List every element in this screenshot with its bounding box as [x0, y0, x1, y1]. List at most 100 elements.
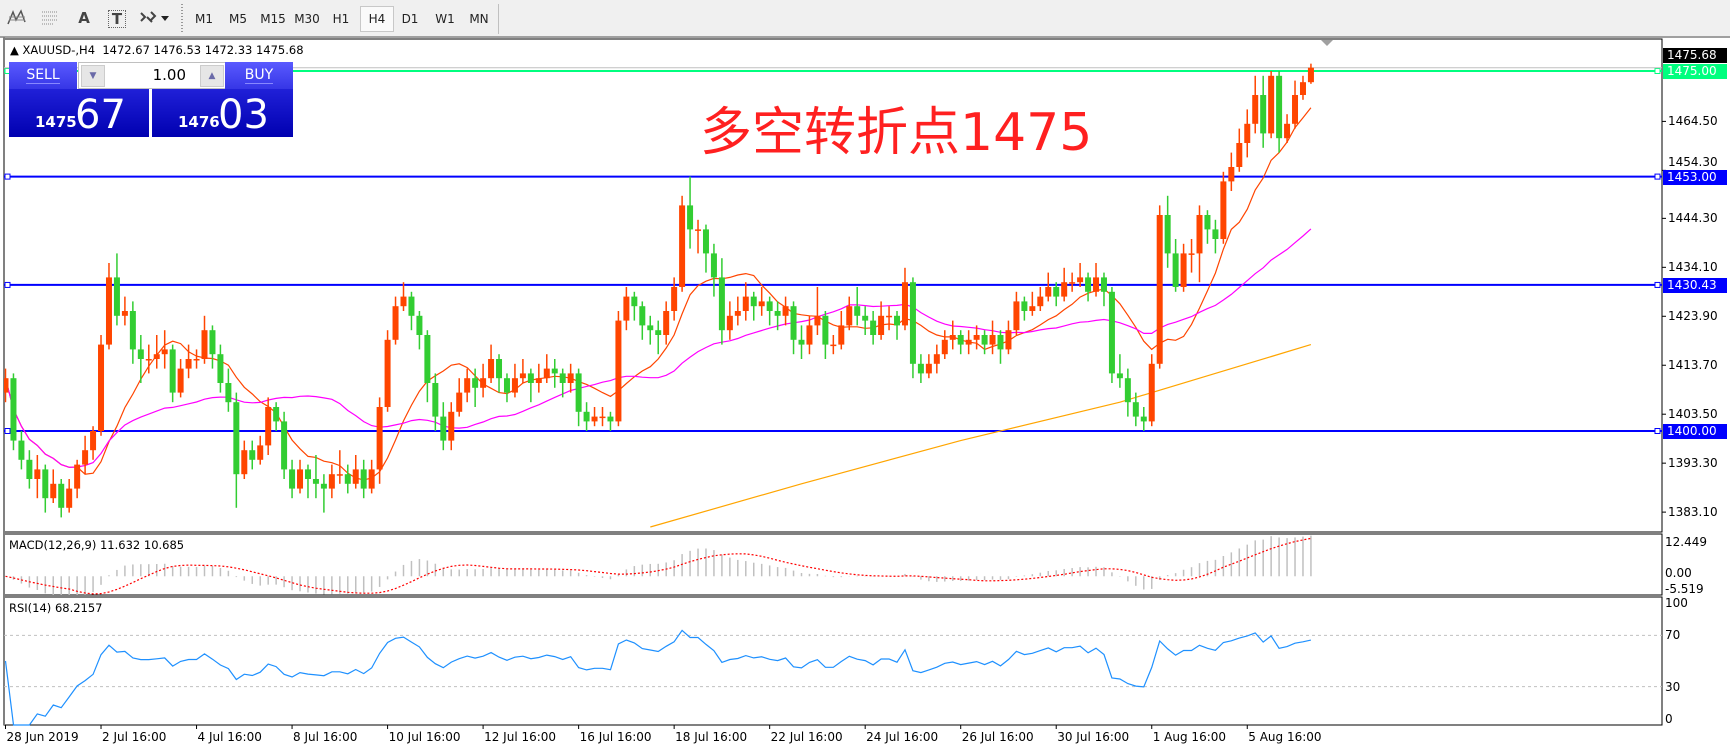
candle — [1108, 287, 1115, 383]
candle — [26, 450, 33, 489]
sell-button[interactable]: SELL — [9, 62, 77, 89]
timeframe-m1[interactable]: M1 — [195, 12, 213, 26]
candle — [1276, 71, 1283, 153]
candle-body — [1188, 253, 1195, 255]
candle-body — [567, 373, 574, 383]
timeframe-w1[interactable]: W1 — [435, 12, 455, 26]
candle — [671, 277, 678, 321]
rsi-axis-label: 0 — [1665, 712, 1673, 726]
candle — [304, 464, 311, 499]
candle — [113, 253, 120, 326]
candle — [432, 373, 439, 431]
candle — [74, 459, 81, 499]
candle-body — [734, 311, 741, 316]
time-axis-label: 16 Jul 16:00 — [579, 730, 652, 744]
candle — [1220, 171, 1227, 244]
sell-price-box[interactable]: 1475 67 — [9, 89, 149, 137]
candle — [1053, 282, 1060, 307]
candle-body — [360, 469, 367, 489]
time-axis-label: 8 Jul 16:00 — [293, 730, 358, 744]
candle-body — [886, 315, 893, 318]
timeframe-d1[interactable]: D1 — [401, 12, 419, 26]
candle — [631, 291, 638, 321]
candle — [1164, 195, 1171, 268]
timeframe-h4[interactable]: H4 — [360, 6, 394, 32]
candle-body — [846, 306, 853, 326]
candle-body — [424, 335, 431, 383]
candle — [344, 464, 351, 494]
candle — [1132, 392, 1139, 427]
candle — [639, 301, 646, 340]
candle — [1188, 239, 1195, 273]
rsi-title: RSI(14) 68.2157 — [9, 601, 103, 615]
candle — [679, 195, 686, 292]
lot-decrease-button[interactable]: ▼ — [81, 65, 105, 87]
candle-body — [878, 315, 885, 335]
candle-body — [1164, 215, 1171, 254]
candle — [1069, 272, 1076, 292]
candle — [503, 373, 510, 403]
timeframe-m5[interactable]: M5 — [229, 12, 247, 26]
candle-body — [1053, 287, 1060, 297]
candle-body — [511, 378, 518, 393]
buy-price-box[interactable]: 1476 03 — [152, 89, 293, 137]
text-icon[interactable]: A — [78, 9, 90, 27]
candle-body — [1148, 363, 1155, 422]
candle — [400, 282, 407, 311]
candle — [957, 330, 964, 355]
fibonacci-icon[interactable] — [38, 6, 64, 30]
candle-body — [281, 421, 288, 470]
candle — [129, 301, 136, 364]
timeframe-m30[interactable]: M30 — [294, 12, 320, 26]
lot-size-input[interactable]: ▼ 1.00 ▲ — [78, 62, 227, 89]
candle-body — [185, 359, 192, 369]
candle — [249, 440, 256, 470]
candle — [82, 435, 89, 475]
level-handle-icon — [1654, 281, 1661, 288]
candle-body — [981, 335, 988, 345]
candle-body — [1077, 277, 1084, 283]
macd-signal-line — [5, 537, 1312, 595]
macd-title: MACD(12,26,9) 11.632 10.685 — [9, 538, 185, 552]
candle — [933, 344, 940, 374]
candle-body — [1268, 75, 1275, 134]
rsi-panel-frame — [3, 596, 1663, 726]
lot-increase-button[interactable]: ▲ — [200, 65, 224, 87]
candle — [623, 287, 630, 331]
candle-body — [368, 469, 375, 489]
candle — [265, 397, 272, 455]
candle — [806, 315, 813, 355]
candle — [511, 363, 518, 398]
candle-body — [225, 383, 232, 403]
collapse-triangle-icon[interactable]: ▲ — [10, 43, 19, 57]
candle — [1100, 272, 1107, 307]
candle — [480, 363, 487, 398]
candle — [257, 435, 264, 465]
candle-body — [137, 349, 144, 359]
candle-body — [90, 431, 97, 451]
buy-button[interactable]: BUY — [225, 62, 293, 89]
arrows-dropdown-icon[interactable] — [136, 6, 172, 30]
price-axis-label: 1454.30 — [1668, 154, 1718, 169]
candle-body — [1124, 378, 1131, 403]
candle-body — [822, 315, 829, 345]
candle-body — [1085, 277, 1092, 292]
macd-axis-label: 12.449 — [1665, 535, 1707, 549]
candle-body — [129, 311, 136, 350]
candle — [1013, 291, 1020, 335]
timeframe-m15[interactable]: M15 — [260, 12, 286, 26]
text-label-icon[interactable]: T — [108, 10, 126, 28]
candle-body — [655, 330, 662, 335]
elliott-wave-icon[interactable] — [4, 6, 30, 30]
candle — [177, 359, 184, 398]
candle — [1021, 296, 1028, 321]
candle — [599, 407, 606, 427]
timeframe-mn[interactable]: MN — [469, 12, 489, 26]
candle-body — [695, 229, 702, 231]
candle-body — [663, 311, 670, 335]
macd-panel-frame — [3, 533, 1663, 596]
candle-body — [1244, 123, 1251, 143]
timeframe-h1[interactable]: H1 — [332, 12, 350, 26]
candle-body — [392, 306, 399, 340]
